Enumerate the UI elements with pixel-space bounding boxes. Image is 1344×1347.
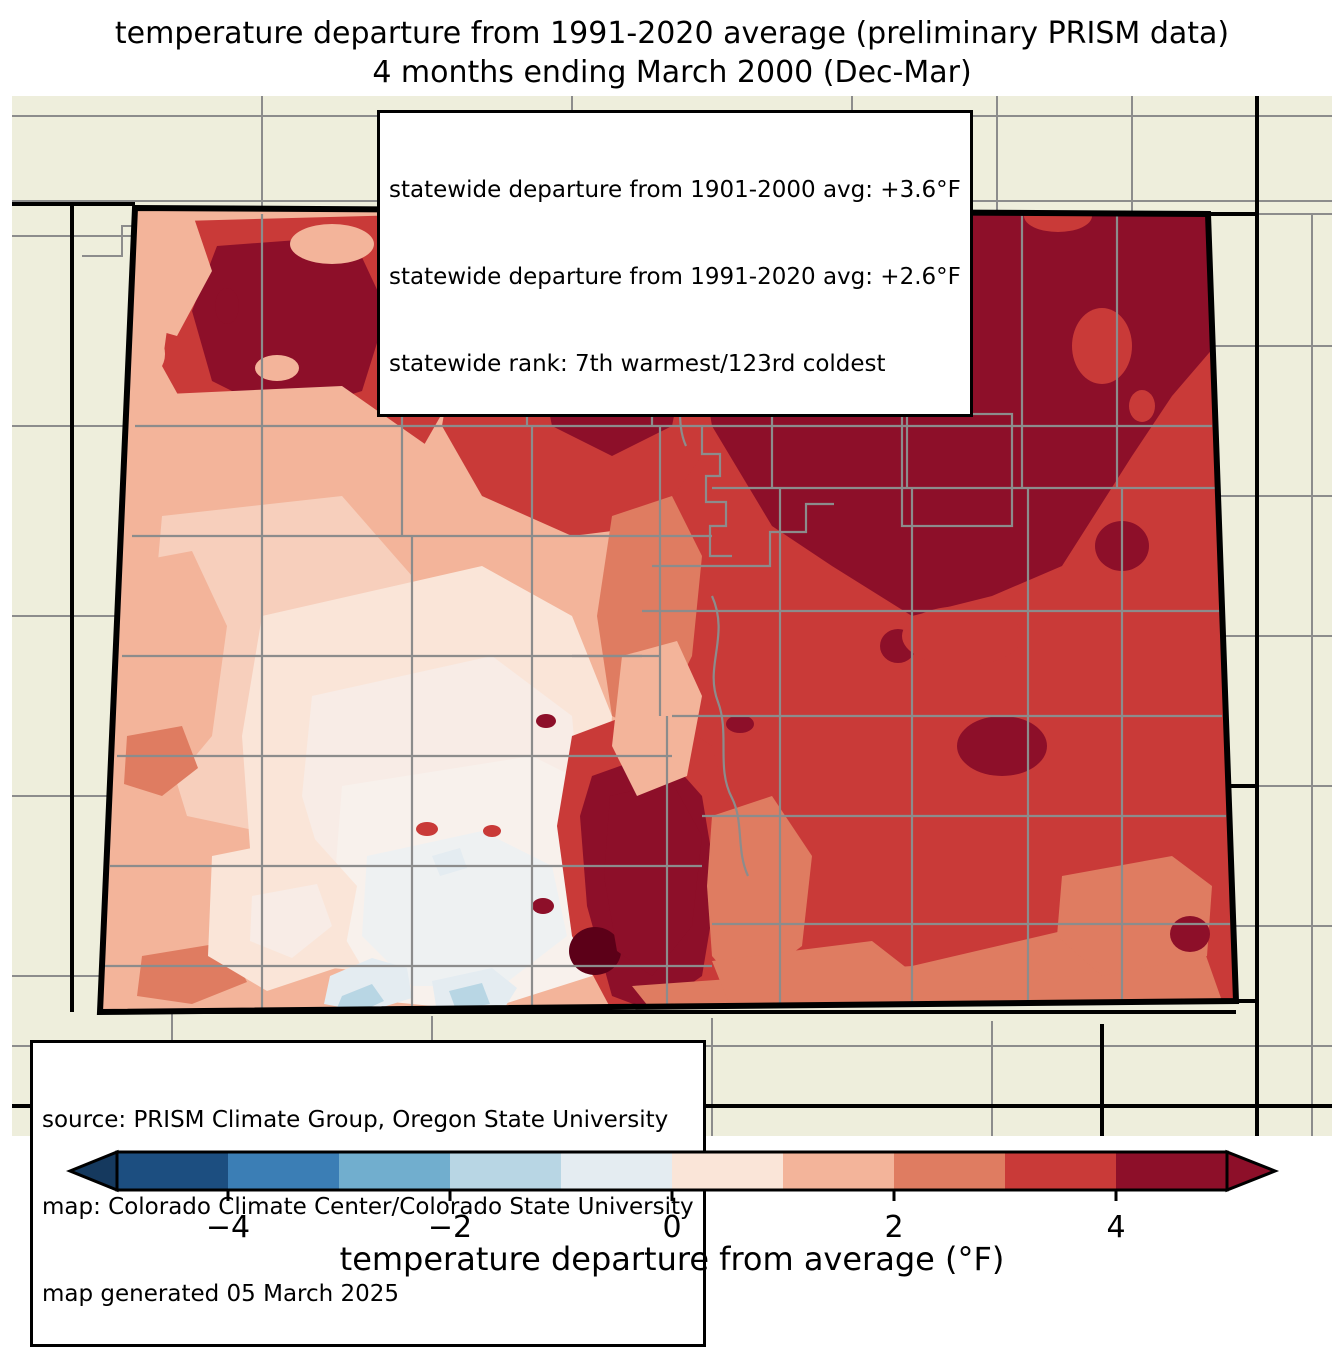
page-title: temperature departure from 1991-2020 ave… xyxy=(0,14,1344,92)
colorbar-band-2 xyxy=(339,1152,450,1190)
colorbar-band-3 xyxy=(450,1152,561,1190)
colorbar-axis-label: temperature departure from average (°F) xyxy=(339,1240,1005,1278)
colorbar-tick-label: 0 xyxy=(662,1210,681,1245)
colorbar-ticks: −4 −2 0 2 4 xyxy=(206,1190,1126,1245)
colorbar-band-5 xyxy=(672,1152,783,1190)
source-line-2: map: Colorado Climate Center/Colorado St… xyxy=(42,1194,694,1220)
colorbar-band-6 xyxy=(783,1152,894,1190)
source-line-1: source: PRISM Climate Group, Oregon Stat… xyxy=(42,1107,669,1133)
statistics-box: statewide departure from 1901-2000 avg: … xyxy=(377,110,973,417)
colorbar-band-9 xyxy=(1116,1152,1227,1190)
colorbar-band-0 xyxy=(117,1152,228,1190)
colorbar-tick-label: 4 xyxy=(1106,1210,1125,1245)
colorbar-extend-high xyxy=(1225,1149,1280,1193)
colorbar: −4 −2 0 2 4 xyxy=(0,1140,1344,1300)
colorbar-extend-low xyxy=(65,1149,119,1193)
colorbar-svg: −4 −2 0 2 4 xyxy=(65,1149,1280,1245)
colorbar-tick-label: −2 xyxy=(428,1210,472,1245)
stats-line-1: statewide departure from 1901-2000 avg: … xyxy=(389,177,961,203)
colorbar-band-7 xyxy=(894,1152,1005,1190)
colorbar-tick-label: 2 xyxy=(884,1210,903,1245)
stats-line-2: statewide departure from 1991-2020 avg: … xyxy=(389,264,961,290)
colorbar-band-4 xyxy=(561,1152,672,1190)
colorbar-band-1 xyxy=(228,1152,339,1190)
colorbar-bands xyxy=(65,1149,1280,1193)
stats-line-3: statewide rank: 7th warmest/123rd coldes… xyxy=(389,351,886,377)
title-line-2: 4 months ending March 2000 (Dec-Mar) xyxy=(372,55,972,90)
colorbar-band-8 xyxy=(1005,1152,1116,1190)
title-line-1: temperature departure from 1991-2020 ave… xyxy=(114,16,1230,51)
colorbar-tick-label: −4 xyxy=(206,1210,250,1245)
